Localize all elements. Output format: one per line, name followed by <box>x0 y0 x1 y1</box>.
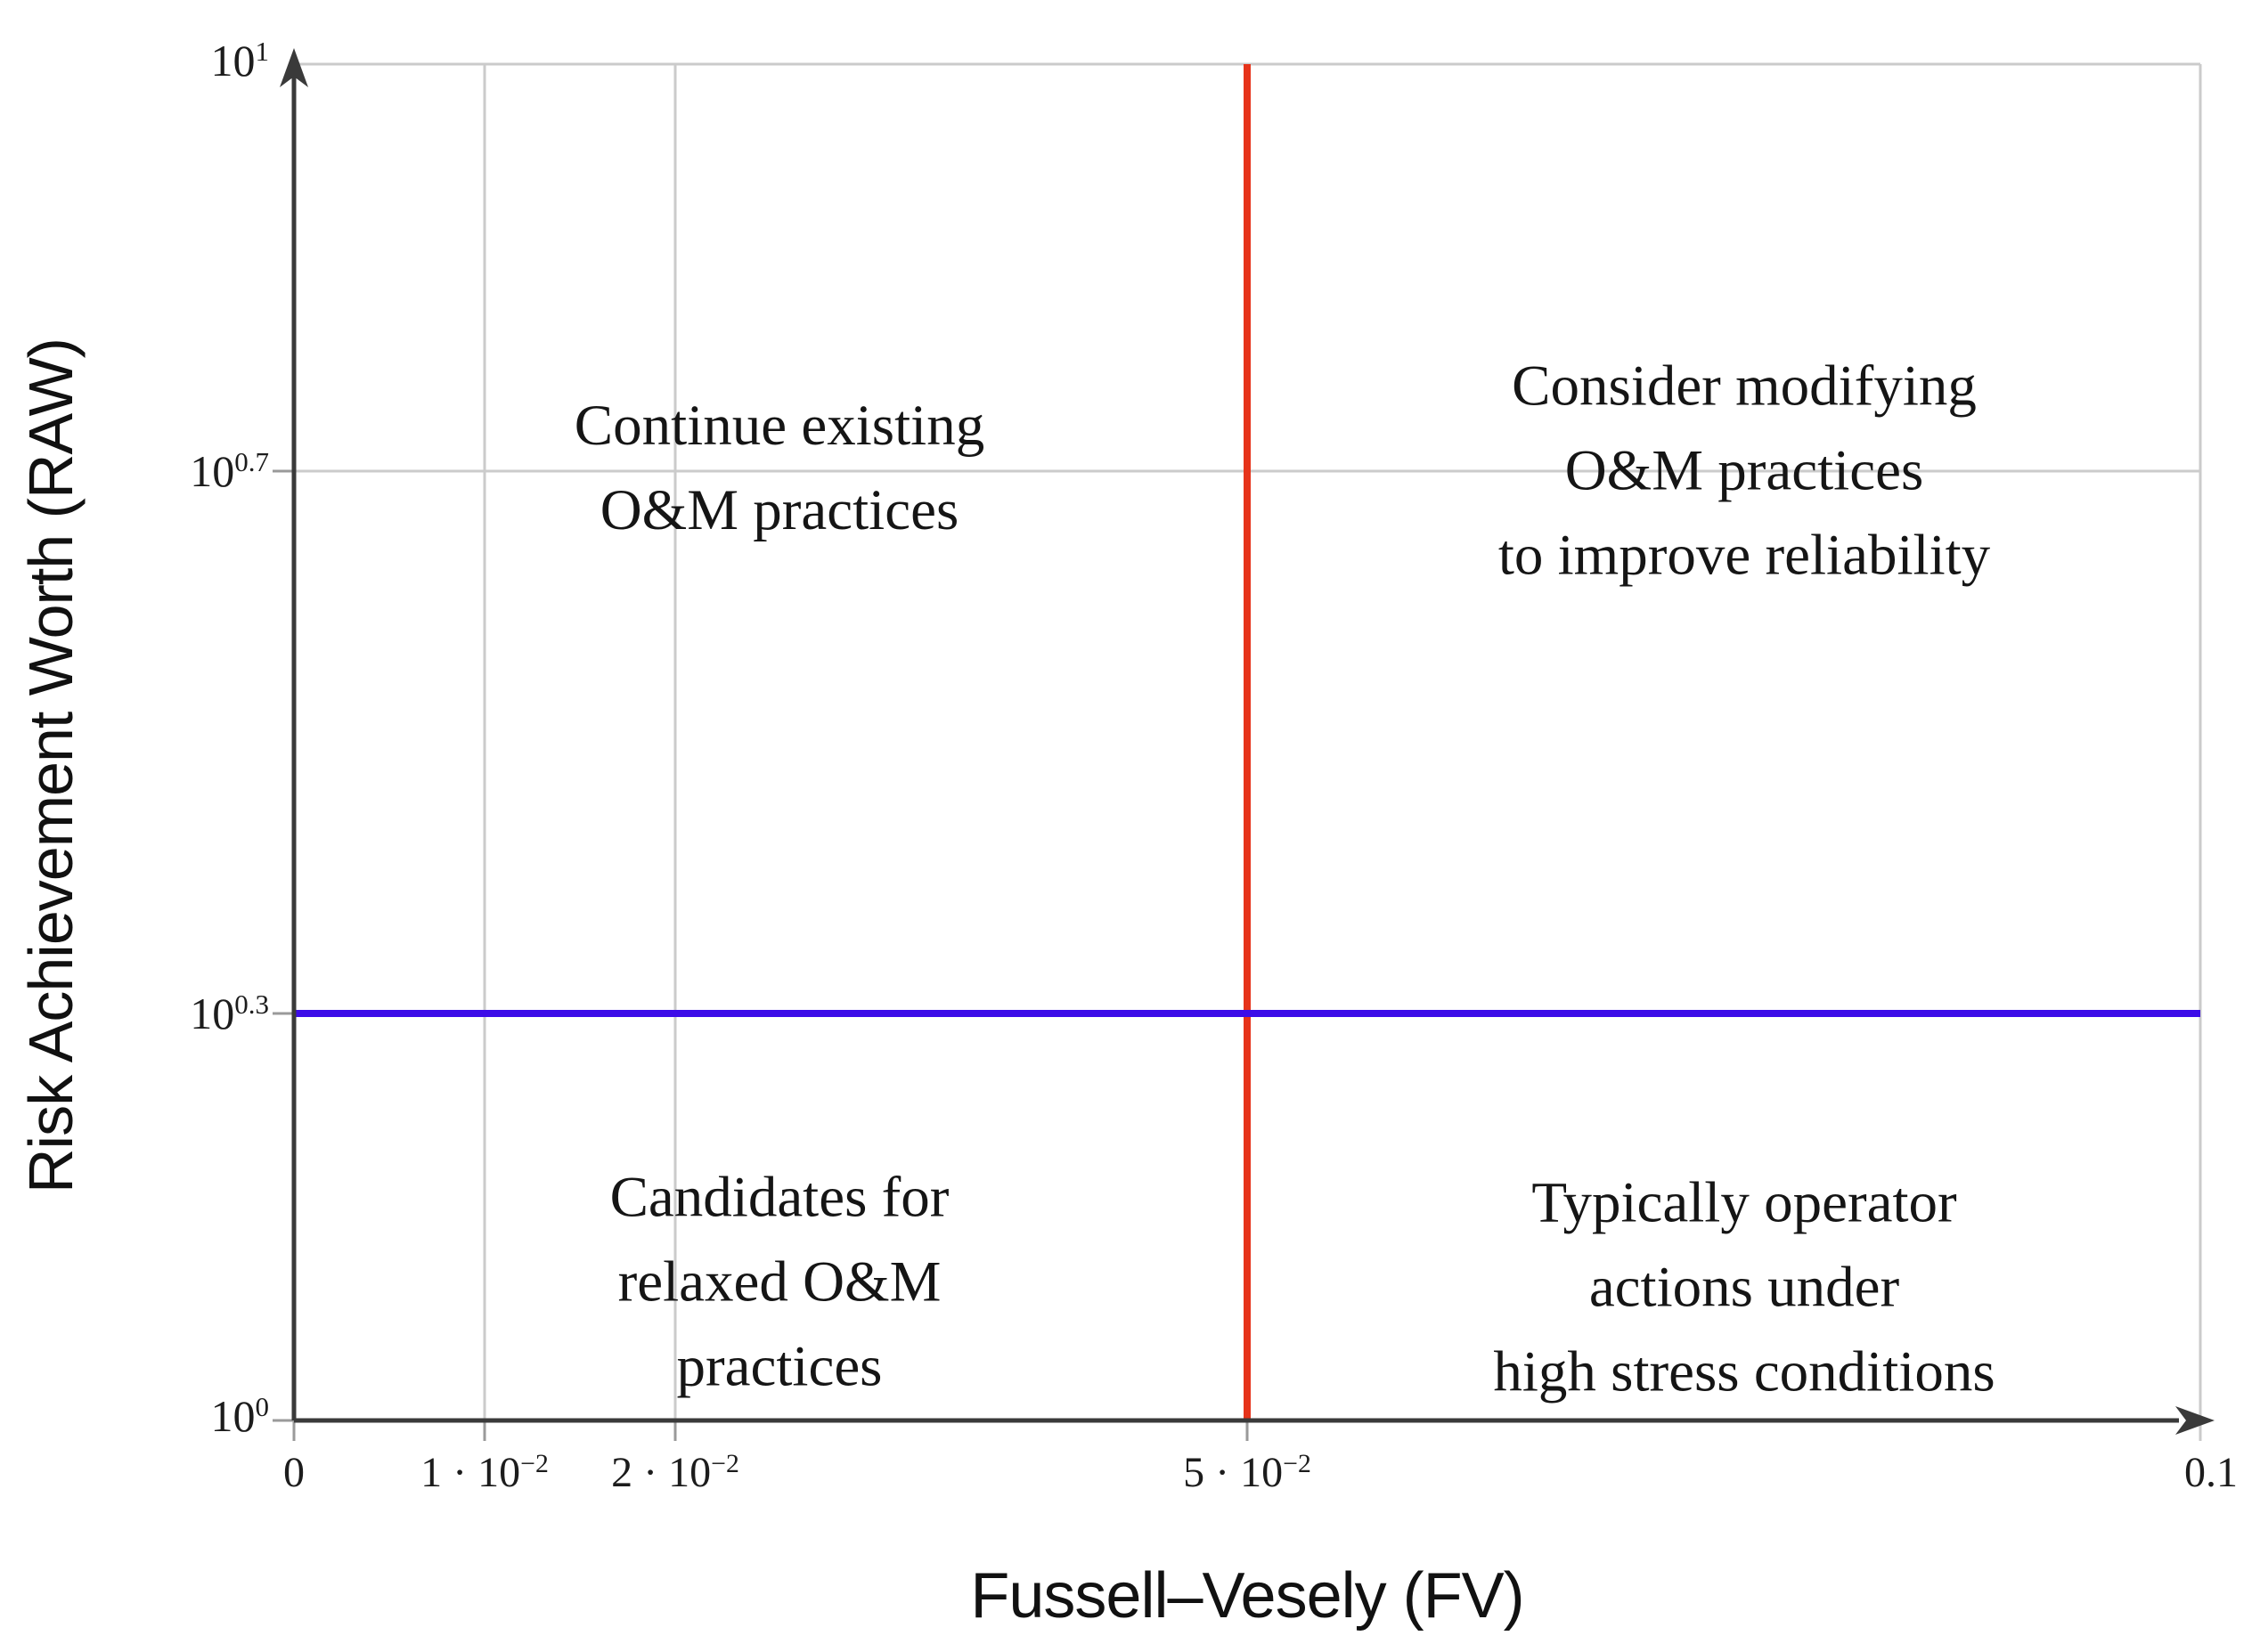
x-tick-label-0p01: 1 · 10−2 <box>420 1448 549 1496</box>
quadrant-label-top-left: Continue existing O&M practices <box>575 384 984 553</box>
quadrant-label-line: to improve reliability <box>1497 523 1991 588</box>
quadrant-label-line: relaxed O&M <box>617 1249 942 1314</box>
x-axis-title: Fussell–Vesely (FV) <box>970 1560 1524 1632</box>
quadrant-label-line: O&M practices <box>1564 438 1924 503</box>
y-axis-title: Risk Achievement Worth (RAW) <box>16 338 86 1193</box>
quadrant-label-bottom-right: Typically operator actions under high st… <box>1493 1161 1995 1415</box>
y-tick-label-10e0p3: 100.3 <box>190 988 269 1038</box>
x-tick-label-0p05: 5 · 10−2 <box>1183 1448 1311 1496</box>
tick-marks <box>273 469 1249 1441</box>
y-tick-label-10e1: 101 <box>210 35 270 85</box>
quadrant-label-line: Typically operator <box>1531 1170 1957 1235</box>
quadrant-label-line: O&M practices <box>600 478 959 542</box>
quadrant-label-bottom-left: Candidates for relaxed O&M practices <box>610 1156 950 1410</box>
quadrant-label-line: actions under <box>1588 1255 1900 1320</box>
quadrant-label-line: Continue existing <box>574 394 985 458</box>
x-tick-label-0p1: 0.1 <box>2184 1449 2238 1496</box>
x-axis-arrow-icon <box>2175 1406 2215 1435</box>
axes <box>280 48 2215 1435</box>
y-tick-label-10e0p7: 100.7 <box>190 445 269 496</box>
quadrant-label-top-right: Consider modifying O&M practices to impr… <box>1498 345 1990 598</box>
quadrant-label-line: high stress conditions <box>1493 1339 1995 1404</box>
x-tick-label-0p02: 2 · 10−2 <box>611 1448 739 1496</box>
quadrant-label-line: Candidates for <box>609 1165 950 1230</box>
y-tick-label-10e0: 100 <box>210 1390 270 1441</box>
x-tick-label-0: 0 <box>283 1449 305 1496</box>
quadrant-label-line: practices <box>676 1334 883 1399</box>
quadrant-label-line: Consider modifying <box>1512 354 1977 419</box>
y-axis-arrow-icon <box>280 48 308 87</box>
